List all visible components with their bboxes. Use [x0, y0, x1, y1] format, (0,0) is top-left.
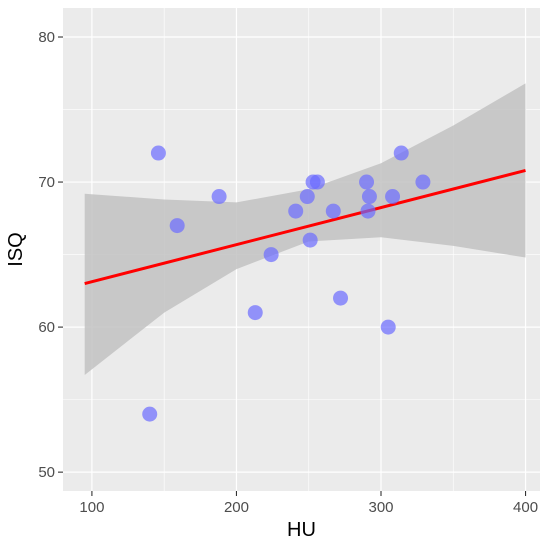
minor-gridlines — [63, 8, 540, 491]
data-point — [333, 290, 349, 306]
x-axis-ticks: 100 200 300 400 — [79, 491, 538, 516]
data-point — [309, 174, 325, 190]
data-point — [361, 189, 377, 205]
data-point — [211, 189, 227, 205]
data-points — [142, 145, 431, 422]
data-point — [263, 247, 279, 263]
major-gridlines — [63, 8, 540, 491]
x-axis-title: HU — [287, 519, 316, 541]
data-point — [142, 406, 158, 422]
data-point — [415, 174, 431, 190]
data-point — [385, 189, 401, 205]
y-tick-label: 50 — [38, 464, 55, 481]
y-tick-label: 60 — [38, 319, 55, 336]
data-point — [288, 203, 304, 219]
y-tick-label: 70 — [38, 174, 55, 191]
data-point — [247, 305, 263, 321]
confidence-band — [84, 83, 526, 376]
x-tick-label: 400 — [513, 499, 538, 516]
data-point — [169, 218, 185, 234]
x-tick-label: 100 — [79, 499, 104, 516]
data-point — [325, 203, 341, 219]
data-point — [380, 319, 396, 335]
x-tick-label: 300 — [368, 499, 393, 516]
x-tick-label: 200 — [224, 499, 249, 516]
data-point — [360, 203, 376, 219]
data-point — [302, 232, 318, 248]
data-point — [150, 145, 166, 161]
y-axis-title: ISQ — [5, 232, 27, 266]
regression-line — [84, 168, 526, 286]
data-point — [393, 145, 409, 161]
y-axis-ticks: 50 60 70 80 — [38, 29, 63, 481]
data-point — [299, 189, 315, 205]
data-point — [359, 174, 375, 190]
y-tick-label: 80 — [38, 29, 55, 46]
